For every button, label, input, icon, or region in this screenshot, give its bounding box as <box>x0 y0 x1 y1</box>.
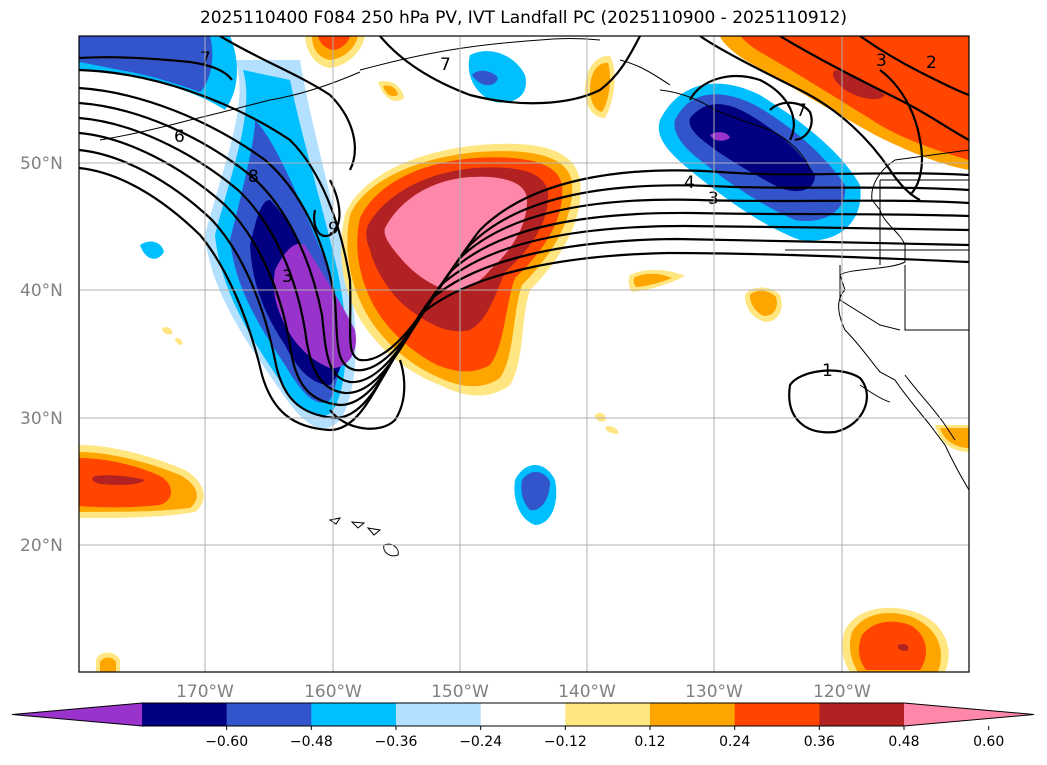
negative-anomaly-nw <box>79 36 237 110</box>
colorbar-segment <box>396 703 482 726</box>
pv-contours <box>79 36 969 434</box>
colorbar-tick-label: 0.24 <box>719 734 750 750</box>
plot-area <box>79 36 969 672</box>
colorbar-segment <box>311 703 397 726</box>
contour-label: 4 <box>684 173 695 193</box>
positive-anomaly-se <box>842 607 949 672</box>
longitude-labels: 170°W 160°W 150°W 140°W 130°W 120°W <box>176 682 871 702</box>
colorbar-segment <box>226 703 312 726</box>
colorbar-tick-label: 0.48 <box>888 734 919 750</box>
colorbar-outline <box>11 702 1035 727</box>
contour-label: 2 <box>926 53 937 73</box>
colorbar-tick-label: 0.60 <box>973 734 1004 750</box>
colorbar-tick-label: −0.24 <box>459 734 502 750</box>
latitude-labels: 50°N 40°N 30°N 20°N <box>20 154 63 556</box>
plot-frame <box>78 35 970 673</box>
lon-label: 120°W <box>813 682 871 702</box>
contour-label: 3 <box>282 267 293 287</box>
map-title: 2025110400 F084 250 hPa PV, IVT Landfall… <box>199 8 847 28</box>
contour-label: 3 <box>708 189 719 209</box>
lon-label: 130°W <box>685 682 743 702</box>
colorbar-tick-label: 0.36 <box>804 734 835 750</box>
contour-label: 7 <box>440 55 451 75</box>
lat-label: 30°N <box>20 409 63 429</box>
colorbar-tick-label: −0.60 <box>205 734 248 750</box>
lon-label: 160°W <box>304 682 362 702</box>
contour-label: 8 <box>248 167 259 187</box>
colorbar-tick-label: −0.36 <box>375 734 418 750</box>
colorbar-extend-high <box>904 703 1034 726</box>
contour-label: 3 <box>876 51 887 71</box>
positive-anomaly-small <box>96 36 969 672</box>
colorbar-tick-label: 0.12 <box>634 734 665 750</box>
colorbar-segment <box>734 703 820 726</box>
lon-label: 140°W <box>558 682 616 702</box>
colorbar-extend-low <box>12 703 142 726</box>
colorbar-tick-label: −0.48 <box>290 734 333 750</box>
contour-label: 1 <box>822 361 833 381</box>
lon-label: 170°W <box>176 682 234 702</box>
gridlines <box>79 36 969 672</box>
colorbar-segment <box>142 703 228 726</box>
contour-label: 7 <box>796 101 807 121</box>
lon-label: 150°W <box>431 682 489 702</box>
lat-label: 40°N <box>20 281 63 301</box>
map-layers: 7 6 8 9 3 7 2 3 7 4 3 1 <box>79 36 969 672</box>
colorbar-tick-label: −0.12 <box>544 734 587 750</box>
contour-label: 6 <box>174 127 185 147</box>
colorbar: −0.60 −0.48 −0.36 −0.24 −0.12 0.12 0.24 0.36 0.4… <box>11 702 1035 750</box>
colorbar-segment <box>480 703 566 726</box>
colorbar-segment <box>650 703 736 726</box>
colorbar-segment <box>565 703 651 726</box>
coastlines <box>99 38 969 491</box>
lat-label: 20°N <box>20 536 63 556</box>
negative-anomaly-small <box>140 51 557 525</box>
positive-anomaly-west <box>79 445 204 518</box>
lat-label: 50°N <box>20 154 63 174</box>
colorbar-segment <box>819 703 905 726</box>
